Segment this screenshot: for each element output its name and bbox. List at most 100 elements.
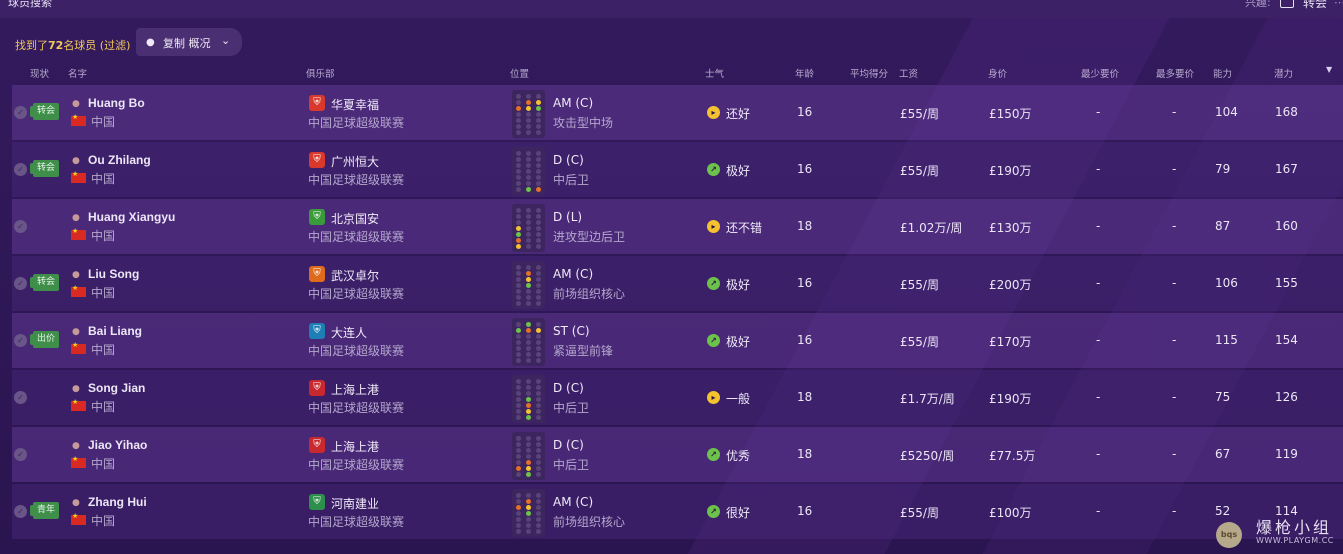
player-nation[interactable]: 中国 bbox=[91, 172, 116, 186]
player-nation[interactable]: 中国 bbox=[91, 115, 116, 129]
club-name[interactable]: 河南建业 bbox=[331, 497, 380, 511]
status-badge[interactable]: 转会 bbox=[30, 160, 59, 177]
league-name[interactable]: 中国足球超级联赛 bbox=[308, 287, 405, 301]
player-name[interactable]: Song Jian bbox=[88, 381, 146, 395]
player-name[interactable]: Huang Xiangyu bbox=[88, 210, 176, 224]
pitch-dot bbox=[536, 106, 541, 111]
china-flag-icon bbox=[71, 227, 86, 240]
pitch-dot bbox=[536, 346, 541, 351]
player-nation[interactable]: 中国 bbox=[91, 343, 116, 357]
league-name[interactable]: 中国足球超级联赛 bbox=[308, 515, 405, 529]
table-row[interactable]: ✓ 转会 ● Liu Song 中国 ⛨ 武汉卓尔 中国足球超级联赛 AM (C… bbox=[12, 256, 1343, 311]
results-count[interactable]: 找到了72名球员 (过滤) bbox=[15, 39, 131, 52]
column-header-ability[interactable]: 能力 bbox=[1213, 69, 1233, 80]
column-header-name[interactable]: 名字 bbox=[68, 69, 88, 80]
league-name[interactable]: 中国足球超级联赛 bbox=[308, 173, 405, 187]
shortlist-check-icon[interactable]: ✓ bbox=[14, 448, 27, 461]
copy-overview-button[interactable]: ● 复制 概况 ⌄ bbox=[136, 28, 242, 56]
table-row[interactable]: ✓ ● Jiao Yihao 中国 ⛨ 上海上港 中国足球超级联赛 D (C) … bbox=[12, 427, 1343, 482]
pitch-dot bbox=[526, 169, 531, 174]
table-row[interactable]: ✓ 青年 ● Zhang Hui 中国 ⛨ 河南建业 中国足球超级联赛 AM (… bbox=[12, 484, 1343, 539]
table-row[interactable]: ✓ 转会 ● Ou Zhilang 中国 ⛨ 广州恒大 中国足球超级联赛 D (… bbox=[12, 142, 1343, 197]
status-badge[interactable]: 转会 bbox=[30, 103, 59, 120]
column-header-value[interactable]: 身价 bbox=[988, 69, 1008, 80]
player-nation[interactable]: 中国 bbox=[91, 514, 116, 528]
pitch-dot bbox=[526, 238, 531, 243]
player-name[interactable]: Zhang Hui bbox=[88, 495, 147, 509]
league-name[interactable]: 中国足球超级联赛 bbox=[308, 116, 405, 130]
chevron-down-icon: ⌄ bbox=[221, 34, 231, 47]
table-row[interactable]: ✓ ● Huang Xiangyu 中国 ⛨ 北京国安 中国足球超级联赛 D (… bbox=[12, 199, 1343, 254]
more-options-icon[interactable]: ⋯ bbox=[1334, 0, 1343, 9]
shortlist-check-icon[interactable]: ✓ bbox=[14, 163, 27, 176]
eye-icon: ● bbox=[146, 37, 155, 48]
pitch-dot bbox=[516, 220, 521, 225]
club-name[interactable]: 武汉卓尔 bbox=[331, 269, 380, 283]
pitch-dot bbox=[516, 181, 521, 186]
player-nation[interactable]: 中国 bbox=[91, 229, 116, 243]
column-header-age[interactable]: 年龄 bbox=[795, 69, 815, 80]
league-name[interactable]: 中国足球超级联赛 bbox=[308, 458, 405, 472]
pitch-dot bbox=[516, 130, 521, 135]
pitch-dot bbox=[536, 472, 541, 477]
club-name[interactable]: 上海上港 bbox=[331, 440, 380, 454]
league-name[interactable]: 中国足球超级联赛 bbox=[308, 230, 405, 244]
column-header-min-fee[interactable]: 最少要价 bbox=[1081, 69, 1120, 80]
league-name[interactable]: 中国足球超级联赛 bbox=[308, 344, 405, 358]
pitch-dot bbox=[526, 112, 531, 117]
club-name[interactable]: 上海上港 bbox=[331, 383, 380, 397]
max-fee-value: - bbox=[1172, 162, 1177, 176]
age-value: 16 bbox=[797, 504, 813, 518]
club-name[interactable]: 华夏幸福 bbox=[331, 98, 380, 112]
shortlist-check-icon[interactable]: ✓ bbox=[14, 391, 27, 404]
person-icon: ● bbox=[72, 99, 80, 109]
player-name[interactable]: Ou Zhilang bbox=[88, 153, 151, 167]
pitch-dot bbox=[516, 295, 521, 300]
status-badge[interactable]: 转会 bbox=[30, 274, 59, 291]
age-value: 16 bbox=[797, 105, 813, 119]
table-row[interactable]: ✓ ● Song Jian 中国 ⛨ 上海上港 中国足球超级联赛 D (C) 中… bbox=[12, 370, 1343, 425]
club-name[interactable]: 北京国安 bbox=[331, 212, 380, 226]
status-badge[interactable]: 出价 bbox=[30, 331, 59, 348]
player-nation[interactable]: 中国 bbox=[91, 286, 116, 300]
sort-descending-icon[interactable]: ▼ bbox=[1326, 65, 1333, 74]
column-header-position[interactable]: 位置 bbox=[510, 69, 530, 80]
transfer-checkbox-label[interactable]: 转会 bbox=[1303, 0, 1328, 10]
shortlist-check-icon[interactable]: ✓ bbox=[14, 277, 27, 290]
shortlist-check-icon[interactable]: ✓ bbox=[14, 220, 27, 233]
position-pitch-icon bbox=[512, 261, 545, 309]
league-name[interactable]: 中国足球超级联赛 bbox=[308, 401, 405, 415]
club-name[interactable]: 大连人 bbox=[331, 326, 368, 340]
table-row[interactable]: ✓ 出价 ● Bai Liang 中国 ⛨ 大连人 中国足球超级联赛 ST (C… bbox=[12, 313, 1343, 368]
shortlist-check-icon[interactable]: ✓ bbox=[14, 106, 27, 119]
player-nation[interactable]: 中国 bbox=[91, 457, 116, 471]
pitch-dot bbox=[536, 403, 541, 408]
player-name[interactable]: Huang Bo bbox=[88, 96, 145, 110]
column-header-morale[interactable]: 士气 bbox=[705, 69, 725, 80]
min-fee-value: - bbox=[1096, 333, 1101, 347]
player-name[interactable]: Jiao Yihao bbox=[88, 438, 148, 452]
person-icon: ● bbox=[72, 270, 80, 280]
ability-value: 79 bbox=[1215, 162, 1231, 176]
column-header-club[interactable]: 俱乐部 bbox=[306, 69, 335, 80]
transfer-checkbox[interactable] bbox=[1280, 0, 1294, 8]
pitch-dot bbox=[526, 334, 531, 339]
column-header-avg-rating[interactable]: 平均得分 bbox=[850, 69, 889, 80]
player-name[interactable]: Liu Song bbox=[88, 267, 140, 281]
table-row[interactable]: ✓ 转会 ● Huang Bo 中国 ⛨ 华夏幸福 中国足球超级联赛 AM (C… bbox=[12, 85, 1343, 140]
morale-text: 很好 bbox=[726, 506, 751, 520]
column-header-potential[interactable]: 潜力 bbox=[1274, 69, 1294, 80]
column-header-wage[interactable]: 工资 bbox=[899, 69, 919, 80]
column-header-status[interactable]: 现状 bbox=[30, 69, 50, 80]
pitch-dot bbox=[516, 391, 521, 396]
player-nation[interactable]: 中国 bbox=[91, 400, 116, 414]
min-fee-value: - bbox=[1096, 276, 1101, 290]
club-name[interactable]: 广州恒大 bbox=[331, 155, 380, 169]
thumbs-up-icon: ↗ bbox=[707, 163, 720, 176]
status-badge[interactable]: 青年 bbox=[30, 502, 59, 519]
shortlist-check-icon[interactable]: ✓ bbox=[14, 334, 27, 347]
column-header-max-fee[interactable]: 最多要价 bbox=[1156, 69, 1195, 80]
min-fee-value: - bbox=[1096, 504, 1101, 518]
player-name[interactable]: Bai Liang bbox=[88, 324, 143, 338]
shortlist-check-icon[interactable]: ✓ bbox=[14, 505, 27, 518]
